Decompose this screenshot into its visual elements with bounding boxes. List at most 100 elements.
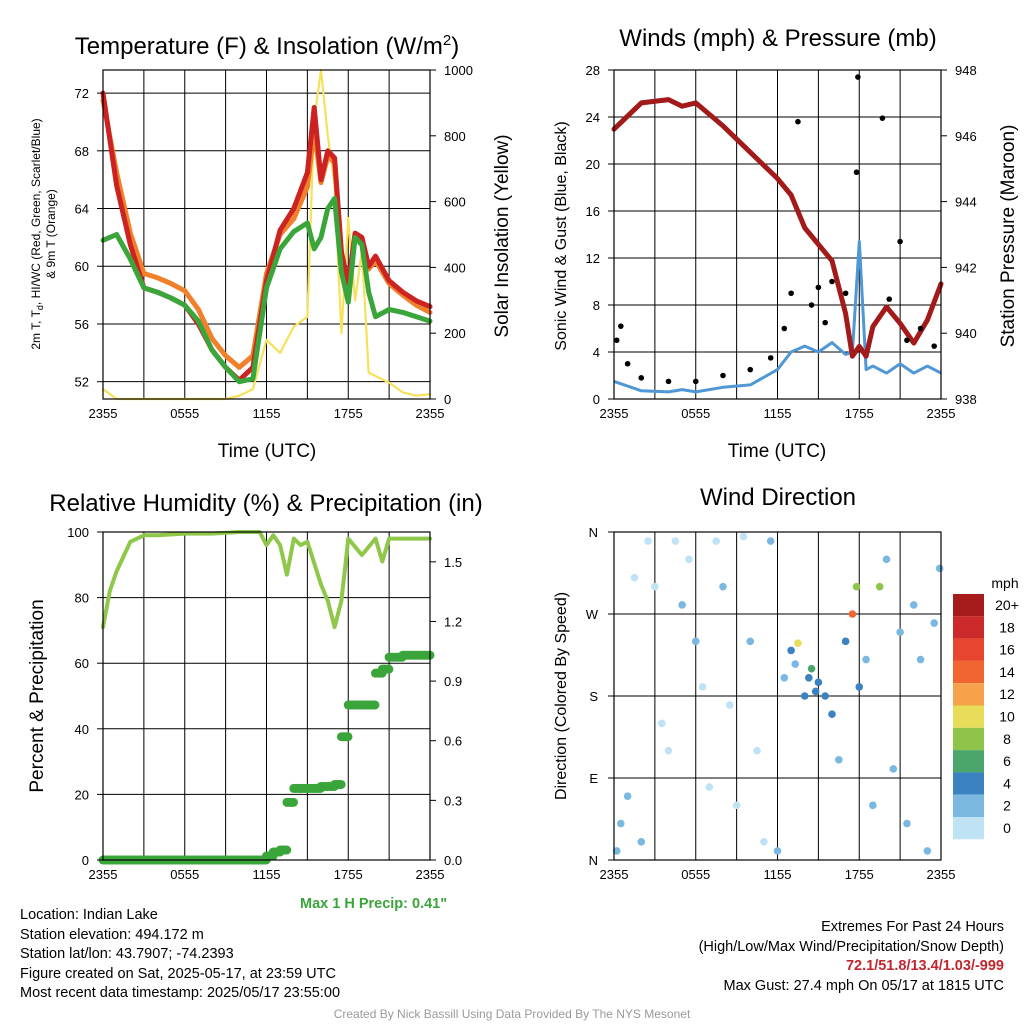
direction-point xyxy=(712,537,720,545)
dir-x-tick-label: 0555 xyxy=(681,867,710,882)
direction-point xyxy=(848,610,857,618)
direction-point xyxy=(841,637,850,646)
colorbar-swatch xyxy=(953,794,984,817)
max-precip-label: Max 1 H Precip: 0.41" xyxy=(300,896,448,912)
precip-point xyxy=(336,779,346,789)
rh-y-tick-label: 100 xyxy=(67,525,89,540)
gust-point xyxy=(692,378,699,385)
rh-grid xyxy=(102,531,431,861)
extremes-subtitle: (High/Low/Max Wind/Precipitation/Snow De… xyxy=(698,938,1004,955)
wind-y-tick-label: 24 xyxy=(586,110,600,125)
rh-plot-frame xyxy=(102,531,431,861)
rh-line xyxy=(101,530,432,630)
direction-point xyxy=(719,582,727,591)
direction-point xyxy=(753,746,761,755)
wind-y-tick-label: 28 xyxy=(586,63,600,78)
gust-point xyxy=(638,375,645,381)
temp-x-tick-label: 1755 xyxy=(334,406,363,421)
gust-point xyxy=(879,115,886,121)
wind-y2-tick-label: 948 xyxy=(955,63,977,78)
colorbar-label: 6 xyxy=(1003,753,1011,769)
wind-y-tick-label: 20 xyxy=(586,157,600,172)
dir-y-tick-label: W xyxy=(586,607,599,622)
wind-axes: 2355 0555 1155 1755 235504812162024289389409… xyxy=(586,63,977,421)
direction-point xyxy=(811,687,820,696)
temp-x-tick-label: 2355 xyxy=(416,406,445,421)
speed-colorbar: 20+ 18 16 14 12 10 8 6 4 2 0 xyxy=(953,594,1019,840)
direction-point xyxy=(780,673,789,682)
gust-point xyxy=(795,118,801,125)
temp-plot-frame xyxy=(102,69,431,400)
direction-point xyxy=(821,692,829,700)
rh-y2-tick-label: 0.6 xyxy=(444,734,462,749)
gust-point xyxy=(665,378,672,385)
dir-grid xyxy=(613,531,942,861)
temp-y-axis-label: 2m T, Td, HI/WC (Red, Green, Scarlet/Blu… xyxy=(29,118,45,349)
temp-grid xyxy=(102,70,431,399)
wind-y-axis-label: Sonic Wind & Gust (Blue, Black) xyxy=(553,121,570,350)
direction-point xyxy=(807,664,816,673)
colorbar-title: mph xyxy=(991,575,1018,591)
direction-point xyxy=(651,582,659,591)
direction-point xyxy=(746,637,755,646)
direction-point xyxy=(691,637,700,646)
colorbar-swatch xyxy=(953,750,984,773)
colorbar-swatch xyxy=(953,772,984,795)
rh-y2-tick-label: 0.3 xyxy=(444,793,462,808)
temp-y-tick-label: 52 xyxy=(75,375,89,390)
colorbar-swatch xyxy=(953,638,984,661)
gust-point xyxy=(808,302,815,308)
gust-point xyxy=(842,290,849,297)
gust-point xyxy=(897,238,903,245)
direction-point xyxy=(889,765,898,773)
extremes-values: 72.1/51.8/13.4/1.03/-999 xyxy=(845,958,1004,974)
dir-x-tick-label: 1155 xyxy=(764,867,792,882)
direction-point xyxy=(882,555,891,564)
rh-chart-title: Relative Humidity (%) & Precipitation (i… xyxy=(49,490,482,517)
colorbar-label: 16 xyxy=(999,642,1015,658)
direction-point xyxy=(787,646,795,655)
gust-point xyxy=(613,337,620,344)
direction-point xyxy=(617,819,625,828)
dir-y-tick-label: S xyxy=(589,689,598,704)
colorbar-swatch xyxy=(953,594,984,617)
dir-y-axis-label: Direction (Colored By Speed) xyxy=(553,592,570,800)
colorbar-label: 0 xyxy=(1003,820,1011,836)
temp-y2-tick-label: 800 xyxy=(444,129,466,144)
direction-point xyxy=(862,655,870,664)
wind-y2-axis-label: Station Pressure (Maroon) xyxy=(998,125,1019,348)
rh-x-tick-label: 2355 xyxy=(89,867,118,882)
wind-chart-title: Winds (mph) & Pressure (mb) xyxy=(619,25,936,52)
gust-point xyxy=(815,284,822,291)
dir-series-layer xyxy=(612,532,944,855)
rh-series-layer xyxy=(98,530,435,865)
colorbar-label: 14 xyxy=(999,664,1015,680)
temp-y2-tick-label: 0 xyxy=(444,392,451,407)
gust-point xyxy=(618,323,624,329)
direction-point xyxy=(855,683,864,691)
gust-point xyxy=(624,360,631,367)
winds-chart: Winds (mph) & Pressure (mb) 2355 0555 1155… xyxy=(553,25,1019,462)
wind-x-tick-label: 1755 xyxy=(845,406,874,421)
colorbar-swatch xyxy=(953,616,984,639)
direction-point xyxy=(732,801,741,810)
rh-x-tick-label: 2355 xyxy=(416,867,445,882)
elevation-text: Station elevation: 494.172 m xyxy=(20,926,204,943)
direction-point xyxy=(794,639,802,647)
gust-point xyxy=(767,355,774,361)
direction-point xyxy=(678,601,686,609)
wind-y2-tick-label: 940 xyxy=(955,326,977,341)
colorbar-label: 4 xyxy=(1003,775,1011,791)
precip-point xyxy=(370,700,380,710)
wind-y-tick-label: 12 xyxy=(586,251,600,266)
temp-x-tick-label: 2355 xyxy=(89,406,118,421)
wind-y2-tick-label: 938 xyxy=(955,392,977,407)
direction-point xyxy=(828,710,836,719)
direction-point xyxy=(630,573,639,582)
precip-point xyxy=(343,732,353,742)
colorbar-swatch xyxy=(953,705,984,728)
temp-y2-axis-label: Solar Insolation (Yellow) xyxy=(492,134,513,337)
precip-point xyxy=(282,845,292,855)
direction-point xyxy=(612,847,621,855)
temp-y-tick-label: 56 xyxy=(75,317,89,332)
